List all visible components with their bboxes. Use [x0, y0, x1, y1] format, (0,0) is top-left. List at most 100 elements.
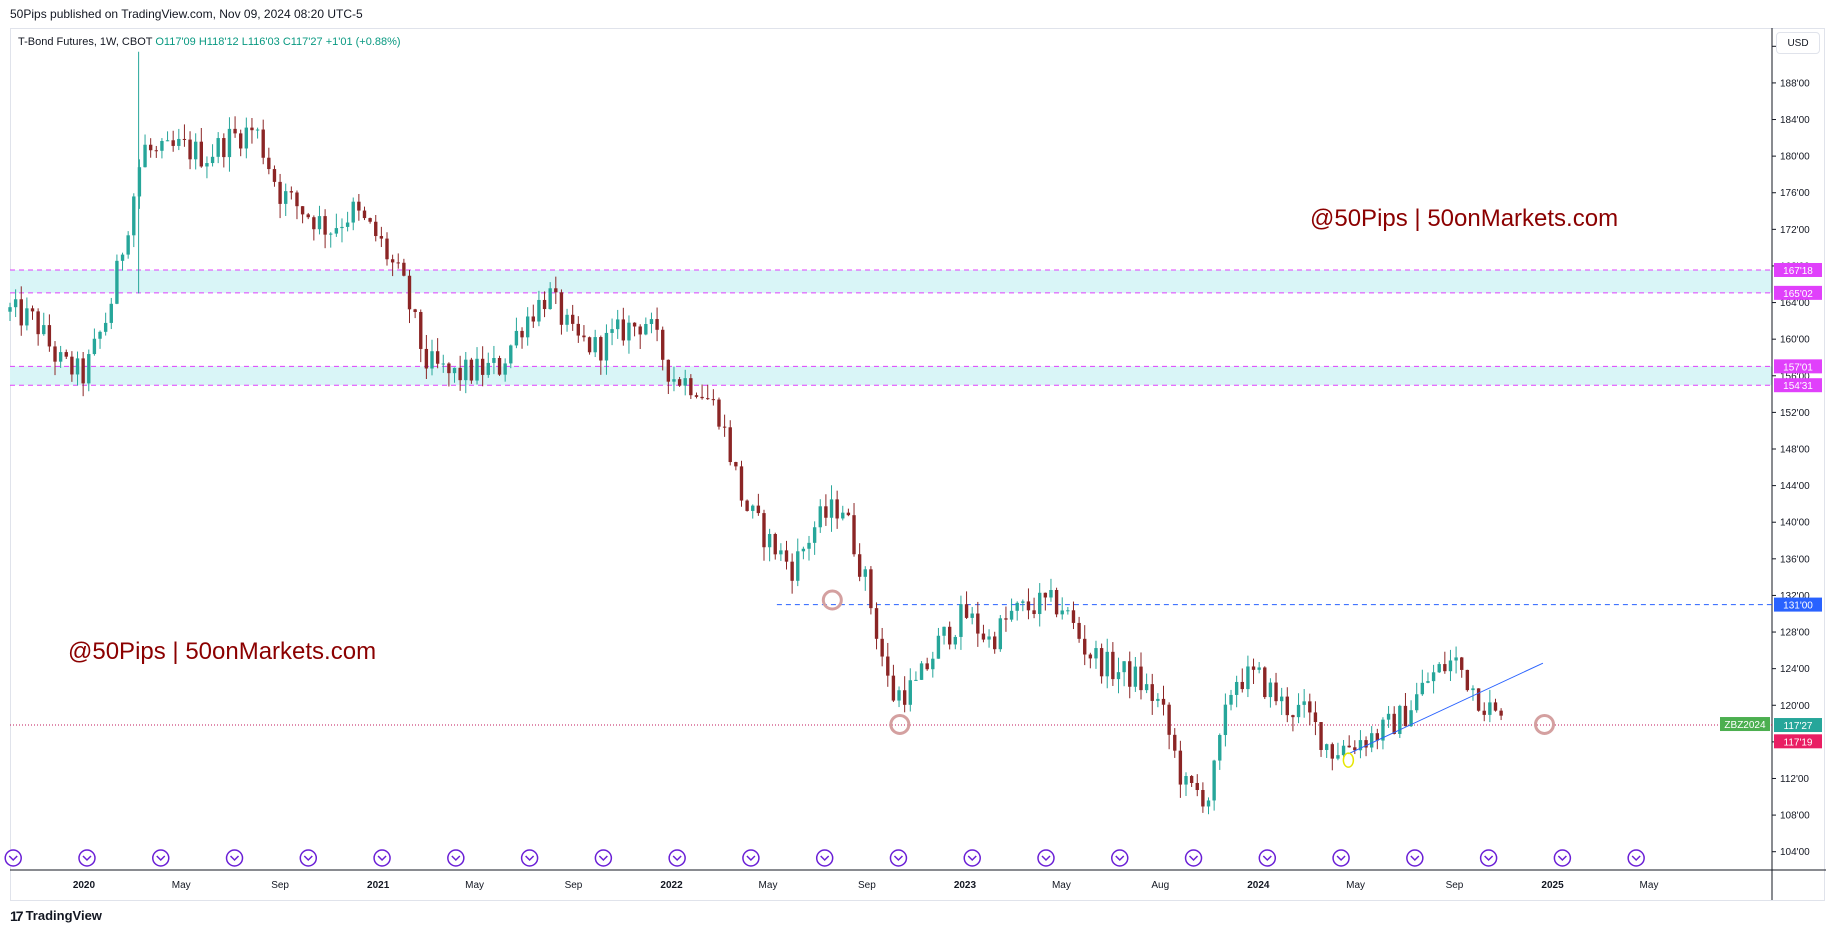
- candle-body: [255, 129, 260, 131]
- candle-body: [25, 308, 29, 326]
- candle-body: [154, 150, 158, 152]
- dividend-event-icon[interactable]: [78, 849, 96, 867]
- candle-body: [1229, 694, 1233, 705]
- candle-body: [300, 206, 305, 215]
- candle-body: [267, 157, 271, 170]
- candle-body: [931, 658, 935, 670]
- candle-body: [914, 679, 918, 681]
- dividend-event-icon[interactable]: [1627, 849, 1645, 867]
- candle-body: [587, 337, 592, 353]
- candle-body: [1156, 698, 1160, 701]
- time-tick-label: May: [1052, 880, 1071, 891]
- candle-body: [103, 322, 108, 332]
- candle-body: [430, 351, 434, 369]
- time-tick-label: Sep: [565, 880, 583, 891]
- candle-body: [1223, 704, 1228, 736]
- candle-body: [464, 359, 468, 381]
- symbol-name[interactable]: T-Bond Futures, 1W, CBOT: [18, 36, 153, 48]
- candle-body: [1398, 705, 1402, 734]
- candle-body: [137, 167, 142, 197]
- dividend-event-icon[interactable]: [1184, 849, 1203, 867]
- open-value: O117'09: [155, 36, 196, 48]
- dividend-event-icon[interactable]: [889, 849, 908, 867]
- candle-body: [1088, 654, 1093, 659]
- event-arrow-icon: [746, 855, 756, 862]
- candle-body: [835, 499, 839, 519]
- trendline[interactable]: [1348, 662, 1544, 755]
- dividend-event-icon[interactable]: [815, 849, 834, 867]
- dividend-event-icon[interactable]: [373, 849, 391, 867]
- candle-body: [390, 259, 395, 263]
- candle-body: [1021, 601, 1025, 603]
- candle-body: [666, 359, 671, 382]
- candle-body: [1279, 696, 1284, 702]
- candle-body: [964, 604, 969, 618]
- dividend-event-icon[interactable]: [447, 849, 465, 867]
- time-tick-label: 2025: [1541, 880, 1564, 891]
- candle-body: [1291, 715, 1295, 718]
- candle-body: [1319, 722, 1323, 750]
- time-tick-label: Sep: [271, 880, 289, 891]
- dividend-event-icon[interactable]: [594, 849, 613, 867]
- dividend-event-icon[interactable]: [1258, 849, 1277, 867]
- candle-body: [193, 141, 198, 160]
- candle-body: [604, 332, 609, 361]
- dividend-event-icon[interactable]: [520, 849, 539, 867]
- dividend-event-icon[interactable]: [225, 849, 244, 867]
- dividend-event-icon[interactable]: [1479, 849, 1498, 867]
- candle-body: [706, 398, 710, 400]
- candle-body: [773, 534, 777, 555]
- dividend-event-icon[interactable]: [4, 849, 22, 867]
- dividend-event-icon[interactable]: [963, 849, 981, 867]
- candle-body: [829, 499, 834, 518]
- time-tick-label: Sep: [1446, 880, 1464, 891]
- dividend-event-icon[interactable]: [1037, 849, 1055, 867]
- candle-body: [627, 322, 631, 341]
- candle-body: [424, 348, 429, 369]
- candle-body: [661, 329, 665, 360]
- candle-body: [953, 636, 957, 645]
- candle-body: [1122, 661, 1126, 673]
- candle-body: [1403, 705, 1408, 727]
- candle-body: [70, 356, 74, 375]
- candle-body: [548, 288, 552, 310]
- price-level-badge: [1774, 359, 1822, 374]
- price-tick-label: 136'00: [1780, 554, 1810, 565]
- candle-body: [278, 181, 282, 204]
- candle-body: [537, 299, 541, 322]
- candle-body: [1077, 622, 1081, 639]
- candle-body: [357, 201, 361, 211]
- candle-body: [1178, 750, 1183, 785]
- candle-body: [30, 308, 35, 312]
- price-level-label: 131'00: [1783, 601, 1813, 612]
- dividend-event-icon[interactable]: [1406, 849, 1424, 867]
- candle-body: [1004, 618, 1008, 620]
- event-arrow-icon: [229, 855, 240, 862]
- currency-button[interactable]: USD: [1776, 32, 1820, 54]
- candle-body: [368, 218, 372, 222]
- event-arrow-icon: [1484, 855, 1494, 862]
- candle-body: [599, 337, 603, 361]
- dividend-event-icon[interactable]: [1111, 849, 1129, 867]
- dividend-event-icon[interactable]: [1553, 849, 1572, 867]
- dividend-event-icon[interactable]: [668, 849, 686, 867]
- candle-body: [554, 288, 558, 293]
- candle-body: [92, 338, 97, 355]
- price-tick-label: 188'00: [1780, 78, 1810, 89]
- dividend-event-icon[interactable]: [1332, 849, 1350, 867]
- candle-body: [1448, 660, 1453, 672]
- dividend-event-icon[interactable]: [152, 849, 170, 867]
- tradingview-footer[interactable]: 17 TradingView: [10, 906, 102, 926]
- candle-body: [1167, 704, 1171, 735]
- candle-body: [1049, 590, 1053, 598]
- dividend-event-icon[interactable]: [742, 849, 760, 867]
- candle-body: [36, 311, 40, 335]
- candle-body: [734, 462, 738, 467]
- candle-body: [998, 618, 1003, 650]
- dividend-event-icon[interactable]: [299, 849, 318, 867]
- candle-body: [1234, 681, 1239, 695]
- candle-body: [458, 367, 462, 381]
- candle-body: [323, 216, 327, 235]
- event-arrow-icon: [1115, 855, 1125, 862]
